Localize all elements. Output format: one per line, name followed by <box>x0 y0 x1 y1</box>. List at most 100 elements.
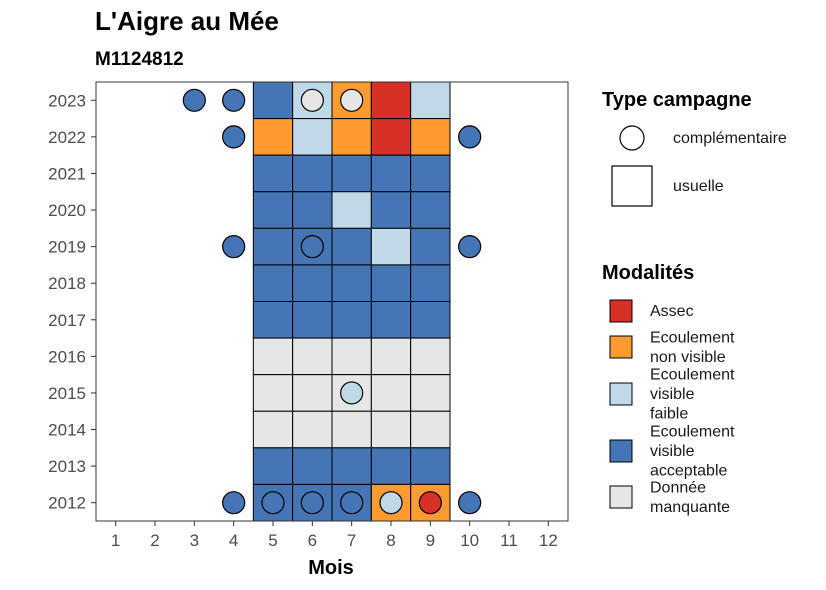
tile-2021-5 <box>252 154 294 193</box>
tile-2013-9 <box>410 447 451 485</box>
x-tick-label: 11 <box>500 531 518 550</box>
x-tick-label: 10 <box>460 531 479 550</box>
tile-2019-8 <box>370 227 412 266</box>
point-2019-4 <box>222 235 246 259</box>
tile-2016-5 <box>252 337 294 376</box>
legend-modalite-label: visible <box>650 443 695 460</box>
x-tick-label: 5 <box>268 531 277 550</box>
x-tick-label: 7 <box>347 531 356 550</box>
point-2019-10 <box>458 235 482 259</box>
tile-2018-8 <box>370 264 412 302</box>
y-tick-label: 2013 <box>48 457 86 476</box>
legend-circle-icon <box>619 125 645 151</box>
legend-modalite-label: Ecoulement <box>650 424 735 441</box>
legend-type-label: complémentaire <box>673 130 787 147</box>
tile-2020-8 <box>370 191 412 229</box>
legend-key-swatch <box>609 439 633 463</box>
legend-modalite-label: visible <box>650 386 695 403</box>
tile-2012-8 <box>370 483 412 522</box>
tile-2015-8 <box>370 374 412 412</box>
point-2019-6 <box>300 235 324 259</box>
x-axis-title: Mois <box>308 557 354 579</box>
tile-2022-7 <box>331 118 372 156</box>
tile-2023-8 <box>370 81 412 120</box>
legend-type-label: usuelle <box>673 178 724 195</box>
y-tick-label: 2019 <box>48 238 86 257</box>
tile-2018-6 <box>292 264 333 302</box>
tile-2020-6 <box>292 191 333 229</box>
y-tick-label: 2023 <box>48 91 86 110</box>
chart-subtitle: M1124812 <box>95 49 184 70</box>
tile-2020-5 <box>252 191 294 229</box>
x-tick-label: 8 <box>386 531 395 550</box>
tile-2021-8 <box>370 154 412 193</box>
tile-2016-9 <box>410 337 451 376</box>
legend-type-campagne: Type campagne complémentaire usuelle <box>602 89 787 207</box>
legend-modalite-label: faible <box>650 406 688 423</box>
legend-key-swatch <box>609 382 633 406</box>
y-tick-label: 2014 <box>48 421 86 440</box>
x-tick-label: 6 <box>308 531 317 550</box>
tile-2021-7 <box>331 154 372 193</box>
tile-2016-8 <box>370 337 412 376</box>
panel-border <box>95 81 569 522</box>
tile-2013-7 <box>331 447 372 485</box>
point-2023-4 <box>222 88 246 112</box>
point-2012-9 <box>418 491 442 515</box>
y-tick-label: 2015 <box>48 384 86 403</box>
x-tick-label: 3 <box>190 531 199 550</box>
x-tick-label: 9 <box>426 531 435 550</box>
legend-key-swatch <box>609 485 633 509</box>
tile-2021-6 <box>292 154 333 193</box>
tile-2022-5 <box>252 118 294 156</box>
tile-2014-5 <box>252 410 294 449</box>
tile-2017-9 <box>410 301 451 339</box>
legend-modalite-label: acceptable <box>650 463 727 480</box>
tile-2022-9 <box>410 118 451 156</box>
tile-2015-5 <box>252 374 294 412</box>
point-2022-10 <box>458 125 482 149</box>
tile-2022-6 <box>292 118 333 156</box>
point-2015-7 <box>340 381 364 405</box>
legend-key-swatch <box>609 299 633 323</box>
point-2012-5 <box>261 491 285 515</box>
y-tick-label: 2016 <box>48 347 86 366</box>
tile-2013-5 <box>252 447 294 485</box>
legend-modalite-label: Ecoulement <box>650 329 735 346</box>
y-tick-label: 2020 <box>48 201 86 220</box>
y-tick-label: 2018 <box>48 274 86 293</box>
tile-2017-6 <box>292 301 333 339</box>
y-axis: 2012 2013 2014 2015 2016 2017 2018 2019 2020 2021… <box>48 91 96 513</box>
legend-modalite-label: Donnée <box>650 479 706 496</box>
tile-2021-9 <box>410 154 451 193</box>
x-axis: 1 2 3 4 5 6 7 8 9 10 11 12 <box>111 521 558 550</box>
tile-2023-9 <box>410 81 451 120</box>
legend-modalite-label: non visible <box>650 349 726 366</box>
tile-2017-5 <box>252 301 294 339</box>
tile-2020-7 <box>331 191 372 229</box>
tile-2013-8 <box>370 447 412 485</box>
point-2022-4 <box>222 125 246 149</box>
x-tick-label: 12 <box>539 531 558 550</box>
point-2012-7 <box>340 491 364 515</box>
tile-2017-7 <box>331 301 372 339</box>
point-2023-6 <box>300 88 324 112</box>
tile-2018-5 <box>252 264 294 302</box>
legend-square-icon <box>611 165 653 207</box>
tile-2018-7 <box>331 264 372 302</box>
legend-modalite-label: manquante <box>650 499 730 516</box>
tile-2014-7 <box>331 410 372 449</box>
y-tick-label: 2017 <box>48 311 86 330</box>
tile-2016-7 <box>331 337 372 376</box>
legend-key-swatch <box>609 335 633 359</box>
point-2012-4 <box>222 491 246 515</box>
tile-2020-9 <box>410 191 451 229</box>
tile-2015-9 <box>410 374 451 412</box>
tile-2015-6 <box>292 374 333 412</box>
tile-2017-8 <box>370 301 412 339</box>
point-2023-3 <box>182 88 206 112</box>
tile-2019-5 <box>252 227 294 266</box>
tile-2014-9 <box>410 410 451 449</box>
